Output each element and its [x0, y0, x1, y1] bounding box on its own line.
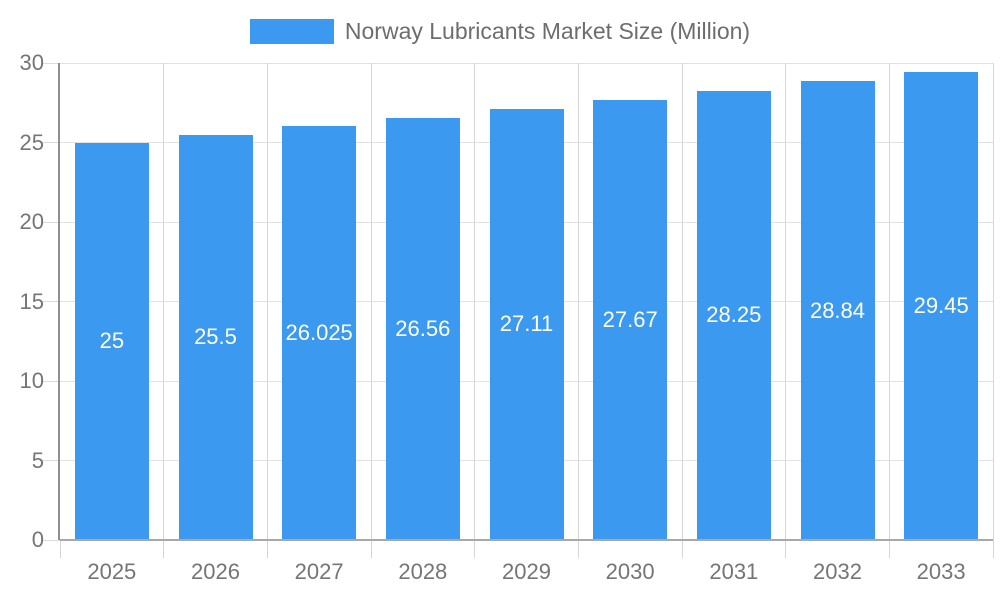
x-tick-mark — [370, 540, 372, 558]
x-axis-line — [60, 539, 993, 541]
y-tick-mark — [42, 380, 60, 382]
x-tick-mark — [888, 540, 890, 558]
y-axis-tick-label: 0 — [31, 527, 44, 552]
bar — [489, 108, 564, 540]
gridline-vertical — [785, 63, 787, 540]
x-tick-mark — [681, 540, 683, 558]
gridline-vertical — [577, 63, 579, 540]
bar — [593, 100, 668, 540]
x-tick-mark — [474, 540, 476, 558]
gridline-vertical — [474, 63, 476, 540]
bar-value-label: 27.67 — [602, 307, 658, 333]
x-axis-tick-label: 2025 — [87, 559, 137, 584]
bar-value-label: 26.025 — [285, 320, 353, 346]
gridline-horizontal — [60, 62, 993, 64]
x-axis-tick-label: 2031 — [709, 559, 759, 584]
x-axis-tick-label: 2030 — [605, 559, 655, 584]
chart-legend: Norway Lubricants Market Size (Million) — [0, 18, 1000, 45]
x-tick-mark — [59, 540, 61, 558]
bar-value-label: 25.5 — [194, 324, 237, 350]
legend-swatch-icon — [249, 19, 334, 44]
bar — [904, 71, 979, 540]
y-axis-tick-label: 5 — [31, 447, 44, 473]
bar-value-label: 29.45 — [913, 292, 969, 318]
bar — [385, 117, 460, 540]
gridline-vertical — [370, 63, 372, 540]
x-axis-tick-label: 2027 — [294, 559, 344, 584]
legend-label: Norway Lubricants Market Size (Million) — [344, 18, 751, 44]
bar — [800, 81, 875, 540]
y-tick-mark — [42, 539, 60, 541]
y-axis-line — [58, 63, 60, 540]
x-axis-tick-label: 2029 — [502, 559, 551, 584]
bar-value-label: 27.11 — [499, 311, 554, 337]
gridline-vertical — [681, 63, 683, 540]
y-axis-tick-label: 10 — [19, 368, 44, 393]
bar-value-label: 25 — [99, 328, 125, 354]
y-tick-mark — [42, 221, 60, 223]
bar-value-label: 28.84 — [809, 297, 866, 323]
y-axis-tick-label: 15 — [19, 288, 44, 314]
x-tick-mark — [266, 540, 268, 558]
x-tick-mark — [992, 540, 994, 558]
y-tick-mark — [42, 142, 60, 143]
x-tick-mark — [785, 540, 787, 558]
y-axis-tick-label: 25 — [19, 129, 44, 155]
x-axis-tick-label: 2032 — [813, 559, 862, 584]
y-tick-mark — [42, 301, 60, 302]
x-axis-tick-label: 2028 — [398, 559, 448, 584]
x-axis-tick-label: 2033 — [916, 559, 966, 584]
y-axis-tick-label: 20 — [19, 209, 44, 234]
gridline-vertical — [163, 63, 165, 540]
bar — [696, 90, 771, 540]
gridline-vertical — [266, 63, 268, 540]
x-tick-mark — [163, 540, 165, 558]
y-tick-mark — [42, 460, 60, 461]
y-tick-mark — [42, 62, 60, 64]
x-axis-tick-label: 2026 — [191, 559, 240, 584]
gridline-vertical — [992, 63, 994, 540]
bar — [74, 142, 149, 540]
x-tick-mark — [577, 540, 579, 558]
bar-value-label: 28.25 — [706, 302, 762, 328]
y-axis-tick-label: 30 — [19, 50, 44, 75]
gridline-vertical — [888, 63, 890, 540]
bar — [282, 126, 357, 540]
bar — [178, 134, 253, 540]
bar-value-label: 26.56 — [395, 315, 451, 341]
